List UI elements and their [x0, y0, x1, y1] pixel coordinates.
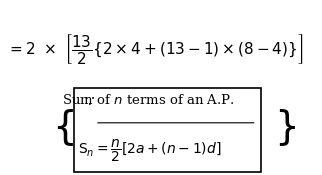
Text: $= 2\ \times\ \left[\dfrac{13}{2}\{2\times4+(13-1)\times(8-4)\}\right]$: $= 2\ \times\ \left[\dfrac{13}{2}\{2\tim… — [7, 32, 303, 66]
Text: $\mathrm{S}_n = \dfrac{n}{2}[2a+(n-1)d]$: $\mathrm{S}_n = \dfrac{n}{2}[2a+(n-1)d]$ — [78, 138, 222, 164]
Text: Sum of $n$ terms of an A.P.: Sum of $n$ terms of an A.P. — [62, 93, 235, 107]
FancyBboxPatch shape — [73, 88, 260, 172]
Text: $\because$: $\because$ — [81, 94, 95, 108]
Text: $\left\{\ \right.$: $\left\{\ \right.$ — [52, 107, 73, 148]
Text: $\left.\ \right\}$: $\left.\ \right\}$ — [262, 107, 297, 148]
